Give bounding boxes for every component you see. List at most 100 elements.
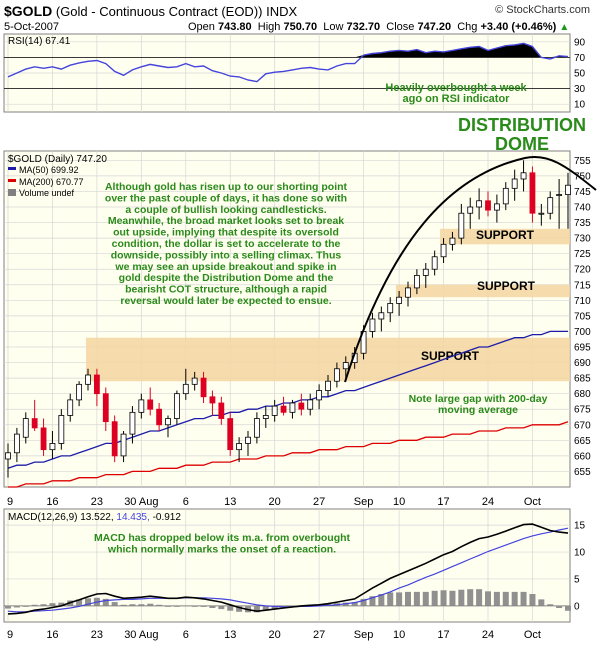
macd-histogram-bar (173, 605, 180, 607)
chart-title: $GOLD (Gold - Continuous Contract (EOD))… (4, 3, 297, 19)
x-tick-label: 20 (269, 629, 281, 641)
macd-histogram-bar (422, 591, 429, 606)
x-tick-label: 10 (393, 629, 405, 641)
x-tick-label: 27 (313, 629, 325, 641)
commentary-line: we may see an upside breakout and spike … (114, 261, 336, 273)
x-tick-label: Oct (524, 496, 541, 508)
rsi-tick-label: 30 (574, 84, 586, 95)
price-tick-label: 725 (574, 249, 591, 260)
ma50-legend: MA(50) 699.92 (19, 165, 79, 175)
macd-histogram-bar (351, 602, 358, 606)
candle (85, 374, 91, 385)
macd-histogram-bar (49, 603, 56, 606)
ma200-line (8, 421, 569, 488)
candle (440, 243, 447, 258)
macd-histogram-bar (156, 604, 163, 606)
macd-histogram-bar (458, 589, 465, 606)
macd-annotation: which normally marks the onset of a reac… (107, 544, 336, 556)
candle (200, 377, 207, 398)
candle (102, 393, 109, 423)
x-tick-label: Sep (354, 629, 374, 641)
macd-histogram-bar (431, 590, 438, 606)
candle (67, 399, 74, 416)
macd-legend: MACD(12,26,9) 13.522, 14.435, -0.912 (8, 512, 181, 523)
macd-histogram-bar (200, 605, 207, 607)
candle (58, 415, 65, 444)
commentary-line: over the past couple of days, it has don… (105, 192, 347, 204)
dome-title: DISTRIBUTION (458, 115, 586, 135)
candle (40, 427, 47, 451)
brand-credit: © StockCharts.com (495, 4, 590, 16)
macd-tick-label: 0 (574, 601, 580, 612)
commentary-line: downside, possibly into a selling climax… (111, 249, 342, 261)
x-tick-label: 17 (437, 496, 449, 508)
candle (422, 268, 429, 276)
macd-panel: 0 5 10 15 MACD(12,26,9) 13.522, 14.435, -0.9… (3, 508, 586, 641)
macd-histogram-bar (262, 605, 269, 611)
macd-histogram-bar (493, 591, 500, 606)
x-tick-label: Oct (524, 629, 541, 641)
macd-annotation: MACD has dropped below its m.a. from ove… (94, 532, 351, 544)
macd-histogram-bar (405, 591, 411, 606)
candle (289, 402, 296, 413)
macd-histogram-bar (440, 590, 447, 606)
x-tick-label: 6 (183, 496, 189, 508)
commentary-line: reversal would later be expected to ensu… (120, 295, 331, 307)
macd-histogram-bar (556, 605, 563, 609)
commentary-line: condition, the dollar is set to accelera… (112, 238, 341, 250)
candle (538, 212, 545, 215)
candle (209, 396, 216, 404)
macd-histogram-bar (209, 605, 216, 609)
candle (173, 393, 180, 419)
price-tick-label: 700 (574, 327, 591, 338)
macd-histogram-bar (102, 598, 109, 606)
ma200-legend: MA(200) 670.77 (19, 177, 84, 187)
candle (236, 443, 243, 451)
rsi-legend: RSI(14) 67.41 (8, 36, 71, 47)
macd-histogram-bar (387, 592, 394, 606)
candle (369, 318, 376, 332)
rsi-tick-label: 50 (574, 69, 586, 80)
macd-histogram-bar (378, 594, 385, 606)
macd-histogram-bar (547, 604, 554, 606)
commentary-line: gold despite the Distribution Dome and t… (119, 272, 334, 284)
candle (378, 312, 385, 320)
quote-line: Open 743.80 High 750.70 Low 732.70 Close… (188, 21, 569, 33)
close-value: 747.20 (417, 21, 452, 33)
candle (191, 377, 198, 385)
macd-histogram-bar (58, 602, 65, 606)
macd-histogram-bar (236, 605, 243, 612)
price-tick-label: 755 (574, 156, 591, 167)
candle (467, 206, 474, 214)
support-label: SUPPORT (421, 349, 480, 363)
price-tick-label: 720 (574, 265, 591, 276)
candle (556, 194, 563, 196)
candle (31, 418, 38, 429)
candle (387, 303, 394, 314)
macd-histogram-bar (13, 605, 20, 608)
exchange: INDX (266, 4, 298, 19)
candle (333, 368, 340, 382)
support-band (396, 284, 570, 298)
macd-histogram-bar (165, 605, 171, 607)
price-tick-label: 715 (574, 280, 591, 291)
candle (298, 402, 305, 410)
price-tick-label: 745 (574, 187, 591, 198)
symbol: $GOLD (4, 3, 53, 19)
candle (253, 418, 260, 438)
candle (280, 405, 287, 413)
candle (5, 452, 11, 460)
commentary-line: Meanwhile, the broad market looks set to… (108, 215, 344, 227)
price-tick-label: 710 (574, 296, 591, 307)
macd-histogram-bar (182, 605, 189, 607)
candle (413, 275, 420, 289)
candle (325, 380, 331, 391)
change-label: Chg (457, 21, 478, 33)
candle (342, 362, 349, 370)
candle (396, 296, 403, 304)
macd-histogram-bar (129, 604, 136, 606)
candle (405, 287, 411, 298)
price-panel: 655 660 665 670 675 680 685 690 695 700 705 710 715 7… (3, 115, 597, 508)
rsi-line (7, 42, 569, 83)
price-tick-label: 750 (574, 171, 591, 182)
